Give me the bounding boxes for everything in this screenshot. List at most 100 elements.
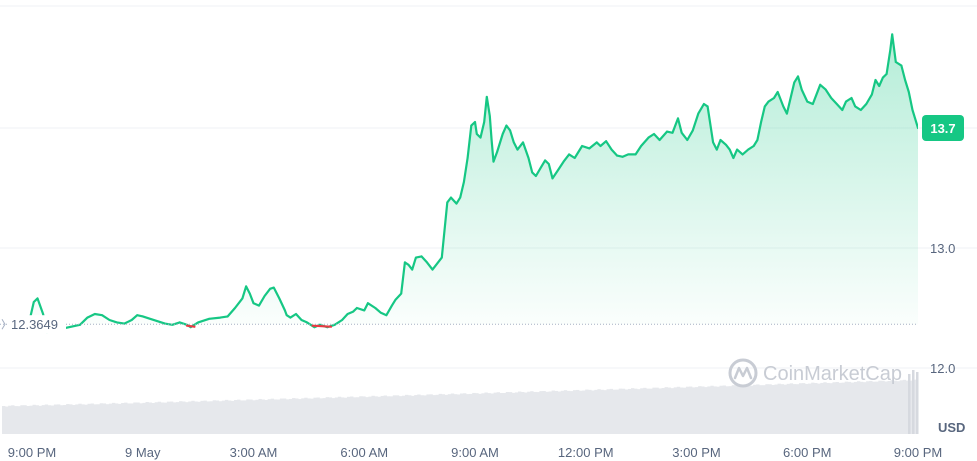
volume-bar — [380, 395, 384, 434]
volume-bar — [453, 394, 458, 434]
volume-bar — [81, 404, 85, 434]
volume-bar — [487, 393, 491, 434]
volume-bar — [844, 381, 849, 434]
volume-bar — [234, 400, 238, 434]
volume-bar — [649, 388, 653, 434]
volume-bar — [395, 395, 400, 434]
volume-bar — [588, 389, 592, 434]
volume-bar — [603, 390, 607, 434]
volume-bars — [2, 370, 919, 434]
volume-bar — [157, 401, 162, 434]
volume-bar — [377, 396, 381, 434]
volume-bar — [579, 390, 583, 434]
volume-bar — [853, 381, 858, 434]
volume-bar — [835, 382, 839, 434]
volume-bar — [285, 399, 290, 434]
volume-bar — [224, 399, 229, 434]
volume-bar — [551, 390, 555, 434]
volume-bar — [212, 400, 217, 434]
volume-bar — [292, 398, 296, 434]
volume-bar — [340, 397, 345, 434]
x-tick-label: 9:00 PM — [894, 445, 942, 460]
volume-bar — [139, 403, 143, 434]
volume-bar — [401, 395, 406, 434]
volume-bar — [499, 393, 504, 434]
volume-bar — [249, 399, 253, 434]
volume-bar — [408, 395, 412, 434]
volume-bar — [475, 393, 479, 434]
volume-bar — [734, 385, 739, 434]
volume-bar — [29, 405, 33, 434]
volume-bar — [282, 398, 287, 434]
volume-bar — [359, 396, 363, 434]
volume-bar — [576, 389, 580, 434]
volume-bar — [325, 397, 329, 434]
volume-bar — [811, 382, 815, 434]
volume-bar — [817, 383, 821, 434]
volume-bar — [916, 372, 919, 434]
volume-bar — [478, 393, 482, 434]
volume-bar — [182, 401, 186, 434]
volume-bar — [859, 381, 864, 434]
volume-bar — [188, 401, 192, 434]
volume-bar — [655, 387, 659, 434]
volume-bar — [481, 393, 485, 434]
volume-bar — [102, 403, 107, 434]
volume-bar — [704, 387, 708, 434]
volume-bar — [557, 391, 562, 434]
volume-bar — [731, 385, 736, 434]
volume-bar — [276, 399, 281, 434]
volume-bar — [805, 383, 809, 434]
volume-bar — [621, 388, 626, 434]
volume-bar — [417, 394, 421, 434]
volume-bar — [896, 381, 900, 434]
volume-bar — [151, 403, 155, 434]
volume-bar — [313, 397, 317, 434]
volume-bar — [441, 394, 446, 434]
volume-bar — [179, 401, 183, 434]
volume-bar — [334, 397, 339, 434]
volume-bar — [93, 404, 97, 434]
volume-bar — [667, 387, 671, 434]
volume-bar — [832, 382, 836, 434]
volume-bar — [612, 389, 617, 434]
volume-bar — [695, 387, 699, 434]
volume-bar — [44, 404, 49, 434]
volume-bar — [539, 391, 543, 434]
volume-bar — [438, 393, 442, 434]
volume-bar — [206, 401, 210, 434]
volume-bar — [191, 400, 195, 434]
volume-bar — [508, 392, 513, 434]
volume-bar — [322, 398, 326, 434]
volume-bar — [218, 401, 223, 434]
volume-bar — [847, 381, 852, 434]
volume-bar — [69, 404, 73, 434]
volume-bar — [99, 403, 104, 434]
volume-bar — [142, 402, 146, 434]
volume-bar — [72, 405, 76, 434]
open-price-marker: 12.3649 — [0, 315, 918, 334]
volume-bar — [368, 396, 372, 434]
volume-bar — [890, 380, 894, 434]
volume-bar — [185, 402, 189, 434]
volume-bar — [166, 401, 171, 434]
volume-bar — [63, 404, 67, 434]
volume-bar — [255, 399, 259, 434]
volume-bar — [768, 384, 772, 434]
volume-bar — [8, 405, 12, 434]
volume-bar — [200, 400, 204, 434]
volume-bar — [615, 389, 620, 434]
volume-bar — [365, 397, 369, 434]
volume-bar — [252, 400, 256, 434]
open-price-label-bg — [8, 315, 66, 334]
volume-bar — [392, 395, 397, 434]
volume-bar — [786, 383, 791, 434]
volume-bar — [386, 396, 391, 434]
volume-bar — [148, 402, 152, 434]
volume-bar — [26, 406, 30, 434]
volume-bar — [740, 385, 745, 434]
volume-bar — [484, 392, 488, 434]
x-tick-label: 12:00 PM — [558, 445, 614, 460]
x-axis: 9:00 PM 9 May 3:00 AM 6:00 AM 9:00 AM 12:00 P… — [8, 445, 942, 460]
